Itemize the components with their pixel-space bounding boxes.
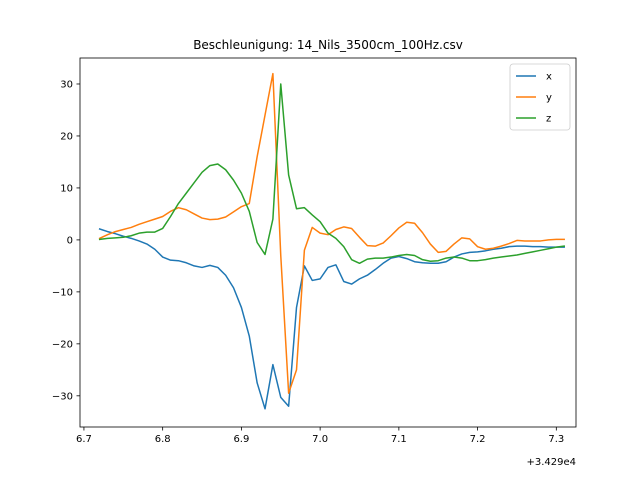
x-tick-label: 6.7: [76, 434, 92, 445]
x-tick-label: 7.2: [470, 434, 486, 445]
y-tick-label: 30: [60, 79, 73, 90]
x-tick-label: 6.9: [233, 434, 249, 445]
x-tick-label: 7.0: [312, 434, 328, 445]
series-line-y: [98, 72, 565, 394]
series-group: [98, 72, 566, 410]
series-line-z: [98, 83, 566, 265]
y-tick-label: 10: [60, 183, 73, 194]
chart-title: Beschleunigung: 14_Nils_3500cm_100Hz.csv: [193, 38, 463, 52]
series-line-x: [98, 228, 565, 410]
legend-box: [509, 63, 571, 131]
x-tick-label: 6.8: [155, 434, 171, 445]
y-tick-label: −30: [52, 391, 73, 402]
y-tick-label: −10: [52, 287, 73, 298]
legend: xyz: [509, 63, 571, 131]
x-tick-label: 7.1: [391, 434, 407, 445]
x-tick-label: 7.3: [548, 434, 564, 445]
plot-frame: [79, 57, 577, 428]
y-tick-label: 0: [67, 235, 73, 246]
y-tick-label: −20: [52, 339, 73, 350]
legend-label-y: y: [546, 93, 552, 104]
legend-label-x: x: [546, 72, 552, 83]
legend-label-z: z: [546, 114, 551, 125]
x-offset-label: +3.429e4: [526, 457, 576, 468]
y-tick-label: 20: [60, 131, 73, 142]
